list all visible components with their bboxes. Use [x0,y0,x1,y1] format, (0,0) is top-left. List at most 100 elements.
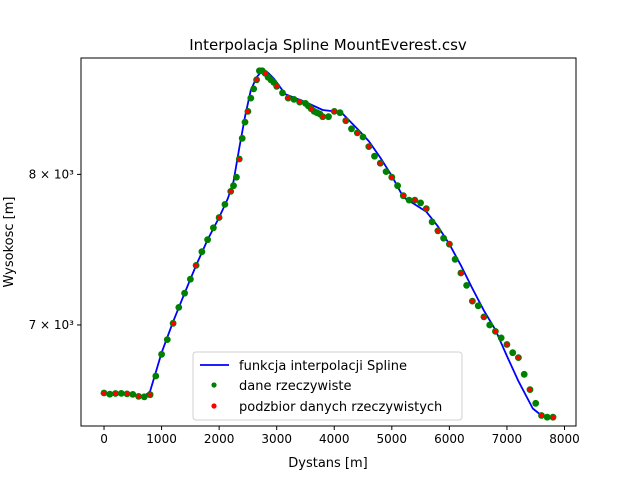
data-point [463,282,470,289]
data-point [210,224,217,232]
data-point [158,350,166,358]
data-point [371,152,378,160]
subset-point [297,99,303,105]
y-tick-label: 8 × 10³ [29,167,75,181]
y-axis-label: Wysokosc [m] [2,197,17,288]
subset-point [389,174,395,180]
subset-point [550,414,556,420]
data-point [394,182,401,190]
subset-point [470,298,475,304]
x-tick-label: 4000 [319,432,350,446]
data-point [532,399,540,407]
x-tick-label: 1000 [146,432,177,446]
x-tick-label: 5000 [377,432,408,446]
data-point [440,234,447,242]
data-point [241,118,249,126]
subset-point [447,241,452,247]
data-point [497,334,505,342]
subset-point [274,84,280,89]
data-point [509,349,517,357]
subset-point [343,118,349,123]
data-point [336,109,344,117]
subset-point [193,263,199,268]
chart-title: Interpolacja Spline MountEverest.csv [189,36,467,54]
x-tick-label: 6000 [434,432,465,446]
data-point [129,391,137,398]
data-point [279,89,286,97]
data-point [290,96,298,103]
subset-point [516,355,521,360]
data-point [152,372,160,380]
x-axis-label: Dystans [m] [288,456,368,471]
data-point [348,125,355,133]
legend-label-subset: podzbior danych rzeczywistych [239,400,442,415]
x-tick-label: 7000 [492,432,523,446]
legend-label-spline: funkcja interpolacji Spline [239,359,407,374]
subset-point [216,215,222,220]
data-point [181,289,189,297]
subset-point [412,197,418,203]
subset-point [366,144,372,149]
subset-point [355,130,360,136]
subset-point [332,109,337,114]
subset-point [237,156,242,162]
subset-point [401,193,406,198]
data-point [175,304,183,311]
data-point [250,85,258,93]
data-point [417,199,424,207]
subset-point [262,71,268,76]
data-point [187,275,194,283]
subset-point [424,206,429,211]
data-point [428,218,436,226]
data-point [204,236,212,244]
subset-point [147,392,153,398]
subset-point [481,314,487,320]
legend-box [192,351,463,421]
legend-label-data: dane rzeczywiste [239,379,352,394]
x-tick-label: 3000 [261,432,292,446]
data-point [359,133,367,141]
data-point [163,336,171,343]
subset-point [308,106,314,111]
data-point [221,201,229,208]
legend: funkcja interpolacji Spline dane rzeczyw… [192,351,463,421]
subset-point [245,109,251,114]
subset-point [101,390,107,396]
data-point [325,113,332,121]
subset-point [285,95,291,101]
subset-point [170,321,176,326]
x-tick-label: 2000 [204,432,235,446]
data-point [230,182,237,190]
subset-point [113,391,118,396]
plot-area [100,67,557,421]
subset-point [527,387,533,392]
data-point [382,168,390,176]
subset-point [228,189,233,194]
subset-point [539,413,544,418]
axis-ticks: 0 1000 2000 3000 4000 5000 6000 7000 8000 7 × 10³… [29,167,580,446]
subset-point [320,114,326,119]
data-point [543,413,551,421]
subset-point [124,391,130,397]
subset-point [136,394,141,399]
legend-marker-subset [211,403,217,409]
subset-point [504,342,510,347]
subset-point [435,228,441,234]
plot-frame [80,57,577,427]
data-point [140,393,148,401]
data-point [238,134,246,142]
data-point [117,390,125,397]
x-tick-label: 0 [100,432,108,446]
data-point [486,321,494,329]
subset-point [458,270,464,276]
data-point [474,302,482,310]
data-point [405,196,413,204]
data-point [247,94,255,102]
data-point [198,248,206,256]
x-tick-label: 8000 [549,432,580,446]
legend-marker-data [211,382,217,388]
data-point [233,173,240,181]
data-point [520,370,528,378]
data-point [451,255,459,263]
